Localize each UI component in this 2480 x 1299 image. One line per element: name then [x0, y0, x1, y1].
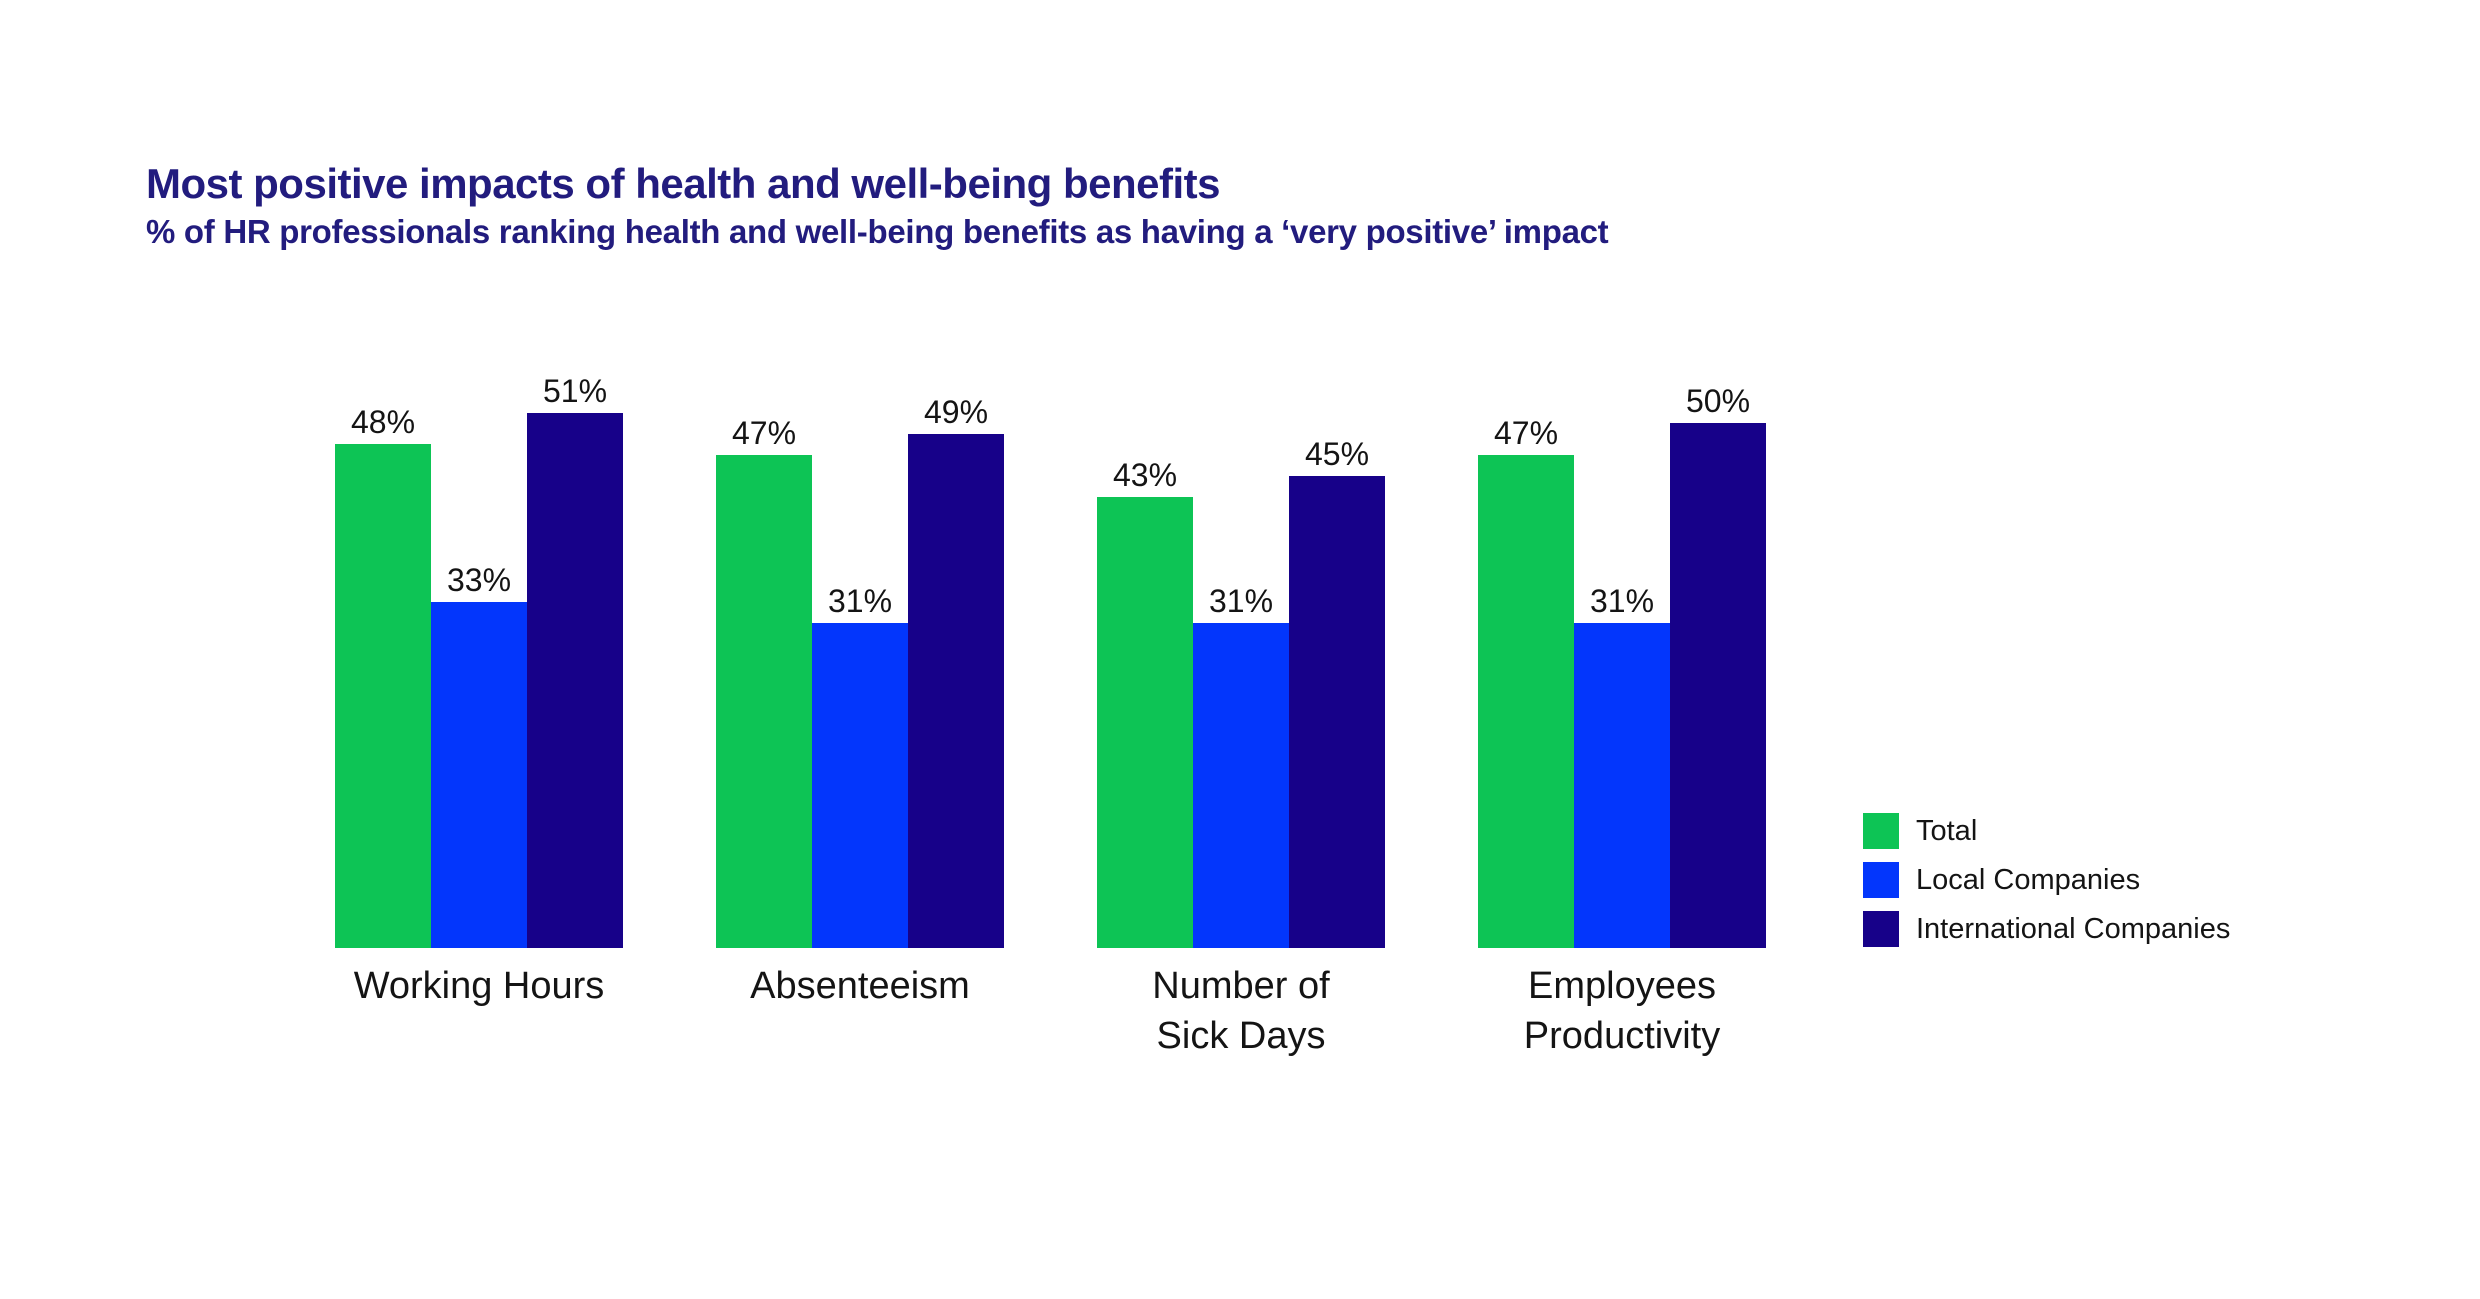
legend-item: Local Companies — [1863, 862, 2230, 898]
legend-item: Total — [1863, 813, 2230, 849]
chart-legend: Total Local Companies International Compan… — [1863, 813, 2230, 960]
bar-international-companies — [527, 412, 623, 948]
bar-wrap: 51% — [527, 372, 623, 948]
bar-total — [716, 454, 812, 948]
bar-local-companies — [431, 601, 527, 948]
legend-swatch-icon — [1863, 862, 1899, 898]
legend-swatch-icon — [1863, 813, 1899, 849]
bar-value-label: 49% — [923, 393, 989, 430]
bar-total — [1097, 496, 1193, 948]
legend-label: International Companies — [1916, 913, 2231, 945]
bar-group: 48% 33% 51% Working Hours — [335, 372, 623, 1007]
legend-swatch-icon — [1863, 911, 1899, 947]
bar-group: 43% 31% 45% Number of Sick Days — [1097, 435, 1385, 1057]
bar-value-label: 33% — [446, 561, 512, 598]
bar-value-label: 31% — [1589, 582, 1655, 619]
legend-label: Total — [1916, 815, 1978, 847]
bar-groups: 48% 33% 51% Working Hours 47% 31% 49% Absenteei… — [335, 373, 1766, 1057]
bar-wrap: 31% — [1193, 582, 1289, 948]
bar-international-companies — [1670, 423, 1766, 948]
category-label: Working Hours — [353, 965, 605, 1007]
category-label: Number of Sick Days — [1152, 965, 1330, 1057]
bar-international-companies — [1289, 475, 1385, 948]
category-label: Absenteeism — [750, 965, 970, 1007]
legend-item: International Companies — [1863, 911, 2230, 947]
bar-value-label: 47% — [1493, 414, 1559, 451]
bar-wrap: 43% — [1097, 456, 1193, 948]
bar-value-label: 48% — [350, 404, 416, 440]
bar-wrap: 47% — [1478, 414, 1574, 948]
bar-wrap: 31% — [1574, 582, 1670, 948]
bar-value-label: 50% — [1685, 383, 1751, 419]
chart-title: Most positive impacts of health and well… — [146, 160, 1220, 207]
bar-value-label: 45% — [1304, 435, 1370, 472]
bar-value-label: 31% — [1208, 582, 1274, 619]
bar-wrap: 50% — [1670, 383, 1766, 948]
bar-wrap: 31% — [812, 582, 908, 948]
bar-value-label: 43% — [1112, 456, 1178, 493]
bar-local-companies — [1193, 622, 1289, 948]
chart-header: Most positive impacts of health and well… — [146, 158, 1609, 254]
bar-local-companies — [812, 622, 908, 948]
bar-value-label: 31% — [827, 582, 893, 619]
bar-total — [1478, 454, 1574, 948]
bar-wrap: 47% — [716, 414, 812, 948]
bar-local-companies — [1574, 622, 1670, 948]
bar-value-label: 51% — [542, 372, 608, 409]
bar-wrap: 48% — [335, 404, 431, 948]
bar-international-companies — [908, 433, 1004, 948]
bar-wrap: 33% — [431, 561, 527, 948]
bar-group: 47% 31% 49% Absenteeism — [716, 393, 1004, 1007]
legend-label: Local Companies — [1916, 864, 2141, 896]
bar-total — [335, 444, 431, 948]
chart-subtitle: % of HR professionals ranking health and… — [146, 213, 1609, 250]
category-label: Employees Productivity — [1523, 965, 1721, 1057]
bar-group: 47% 31% 50% Employees Productivity — [1478, 383, 1766, 1057]
bar-wrap: 49% — [908, 393, 1004, 948]
bar-wrap: 45% — [1289, 435, 1385, 948]
bar-value-label: 47% — [731, 414, 797, 451]
